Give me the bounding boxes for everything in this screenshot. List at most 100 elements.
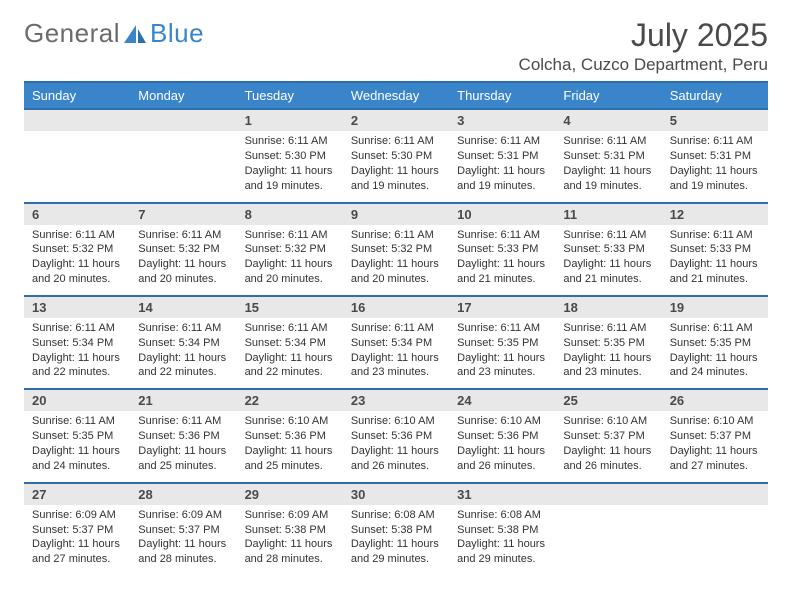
daylight-line: Daylight: 11 hours and 23 minutes. (457, 351, 547, 381)
daylight-line: Daylight: 11 hours and 19 minutes. (457, 164, 547, 194)
day-number-cell: 5 (662, 109, 768, 131)
daylight-line: Daylight: 11 hours and 26 minutes. (563, 444, 653, 474)
sunrise-line: Sunrise: 6:11 AM (351, 228, 441, 243)
daylight-line: Daylight: 11 hours and 28 minutes. (138, 537, 228, 567)
sunrise-line: Sunrise: 6:11 AM (138, 414, 228, 429)
day-content-cell: Sunrise: 6:10 AMSunset: 5:37 PMDaylight:… (662, 411, 768, 482)
brand-text-1: General (24, 18, 120, 49)
day-number-cell: 10 (449, 203, 555, 225)
day-content-cell: Sunrise: 6:09 AMSunset: 5:38 PMDaylight:… (237, 505, 343, 575)
sunrise-line: Sunrise: 6:11 AM (457, 321, 547, 336)
day-content-cell: Sunrise: 6:11 AMSunset: 5:36 PMDaylight:… (130, 411, 236, 482)
month-title: July 2025 (519, 18, 768, 53)
dow-saturday: Saturday (662, 83, 768, 109)
sunrise-line: Sunrise: 6:11 AM (32, 228, 122, 243)
daylight-line: Daylight: 11 hours and 22 minutes. (245, 351, 335, 381)
dow-monday: Monday (130, 83, 236, 109)
day-number-cell: 11 (555, 203, 661, 225)
day-number-cell: 8 (237, 203, 343, 225)
daylight-line: Daylight: 11 hours and 23 minutes. (351, 351, 441, 381)
day-content-cell: Sunrise: 6:09 AMSunset: 5:37 PMDaylight:… (24, 505, 130, 575)
day-content-cell: Sunrise: 6:11 AMSunset: 5:32 PMDaylight:… (343, 225, 449, 296)
sunrise-line: Sunrise: 6:11 AM (670, 134, 760, 149)
sunset-line: Sunset: 5:38 PM (245, 523, 335, 538)
sunrise-line: Sunrise: 6:08 AM (351, 508, 441, 523)
day-number-cell (662, 483, 768, 505)
daylight-line: Daylight: 11 hours and 19 minutes. (670, 164, 760, 194)
sunrise-line: Sunrise: 6:11 AM (245, 321, 335, 336)
day-content-cell: Sunrise: 6:11 AMSunset: 5:34 PMDaylight:… (130, 318, 236, 389)
sunset-line: Sunset: 5:37 PM (563, 429, 653, 444)
daylight-line: Daylight: 11 hours and 19 minutes. (351, 164, 441, 194)
day-content-cell (24, 131, 130, 202)
daylight-line: Daylight: 11 hours and 21 minutes. (457, 257, 547, 287)
sunset-line: Sunset: 5:33 PM (457, 242, 547, 257)
sunrise-line: Sunrise: 6:11 AM (457, 134, 547, 149)
day-number-cell: 16 (343, 296, 449, 318)
sunrise-line: Sunrise: 6:11 AM (245, 228, 335, 243)
sunset-line: Sunset: 5:33 PM (563, 242, 653, 257)
day-number-cell (555, 483, 661, 505)
day-number-cell: 30 (343, 483, 449, 505)
day-number-cell: 26 (662, 389, 768, 411)
daylight-line: Daylight: 11 hours and 26 minutes. (457, 444, 547, 474)
daynum-row: 12345 (24, 109, 768, 131)
day-number-cell: 13 (24, 296, 130, 318)
daylight-line: Daylight: 11 hours and 29 minutes. (351, 537, 441, 567)
sunrise-line: Sunrise: 6:10 AM (670, 414, 760, 429)
daylight-line: Daylight: 11 hours and 21 minutes. (670, 257, 760, 287)
sunrise-line: Sunrise: 6:10 AM (351, 414, 441, 429)
sunrise-line: Sunrise: 6:11 AM (245, 134, 335, 149)
day-number-cell: 24 (449, 389, 555, 411)
dow-sunday: Sunday (24, 83, 130, 109)
day-content-cell: Sunrise: 6:11 AMSunset: 5:30 PMDaylight:… (343, 131, 449, 202)
daylight-line: Daylight: 11 hours and 26 minutes. (351, 444, 441, 474)
day-content-cell: Sunrise: 6:10 AMSunset: 5:36 PMDaylight:… (449, 411, 555, 482)
day-number-cell: 4 (555, 109, 661, 131)
day-content-cell: Sunrise: 6:09 AMSunset: 5:37 PMDaylight:… (130, 505, 236, 575)
day-number-cell (130, 109, 236, 131)
sunrise-line: Sunrise: 6:11 AM (563, 134, 653, 149)
day-number-cell: 12 (662, 203, 768, 225)
day-content-cell: Sunrise: 6:11 AMSunset: 5:34 PMDaylight:… (24, 318, 130, 389)
header: General Blue July 2025 Colcha, Cuzco Dep… (24, 18, 768, 75)
sunset-line: Sunset: 5:35 PM (32, 429, 122, 444)
day-content-cell (130, 131, 236, 202)
day-content-cell: Sunrise: 6:11 AMSunset: 5:35 PMDaylight:… (555, 318, 661, 389)
sunset-line: Sunset: 5:35 PM (670, 336, 760, 351)
calendar-table: Sunday Monday Tuesday Wednesday Thursday… (24, 83, 768, 575)
daylight-line: Daylight: 11 hours and 25 minutes. (245, 444, 335, 474)
daylight-line: Daylight: 11 hours and 22 minutes. (138, 351, 228, 381)
day-content-cell: Sunrise: 6:11 AMSunset: 5:32 PMDaylight:… (24, 225, 130, 296)
sunset-line: Sunset: 5:30 PM (351, 149, 441, 164)
day-content-cell: Sunrise: 6:11 AMSunset: 5:33 PMDaylight:… (449, 225, 555, 296)
dow-thursday: Thursday (449, 83, 555, 109)
day-content-cell (555, 505, 661, 575)
day-content-cell: Sunrise: 6:11 AMSunset: 5:33 PMDaylight:… (555, 225, 661, 296)
daynum-row: 6789101112 (24, 203, 768, 225)
sunrise-line: Sunrise: 6:11 AM (32, 321, 122, 336)
sunrise-line: Sunrise: 6:11 AM (563, 321, 653, 336)
sunset-line: Sunset: 5:37 PM (670, 429, 760, 444)
content-row: Sunrise: 6:11 AM Sunset: 5:32 PM Daylight:… (24, 225, 768, 296)
title-block: July 2025 Colcha, Cuzco Department, Peru (519, 18, 768, 75)
day-content-cell: Sunrise: 6:11 AMSunset: 5:31 PMDaylight:… (555, 131, 661, 202)
day-number-cell: 2 (343, 109, 449, 131)
sunset-line: Sunset: 5:32 PM (138, 242, 228, 257)
daylight-line: Daylight: 11 hours and 27 minutes. (32, 537, 122, 567)
daylight-line: Daylight: 11 hours and 24 minutes. (670, 351, 760, 381)
sunrise-line: Sunrise: 6:11 AM (563, 228, 653, 243)
day-content-cell: Sunrise: 6:10 AMSunset: 5:36 PMDaylight:… (237, 411, 343, 482)
sunrise-line: Sunrise: 6:11 AM (32, 414, 122, 429)
sunset-line: Sunset: 5:34 PM (138, 336, 228, 351)
sunrise-line: Sunrise: 6:10 AM (563, 414, 653, 429)
sunset-line: Sunset: 5:35 PM (563, 336, 653, 351)
daylight-line: Daylight: 11 hours and 20 minutes. (351, 257, 441, 287)
sunset-line: Sunset: 5:38 PM (351, 523, 441, 538)
day-number-cell: 27 (24, 483, 130, 505)
dow-wednesday: Wednesday (343, 83, 449, 109)
day-number-cell: 29 (237, 483, 343, 505)
daylight-line: Daylight: 11 hours and 23 minutes. (563, 351, 653, 381)
day-content-cell: Sunrise: 6:11 AMSunset: 5:33 PMDaylight:… (662, 225, 768, 296)
day-number-cell: 14 (130, 296, 236, 318)
